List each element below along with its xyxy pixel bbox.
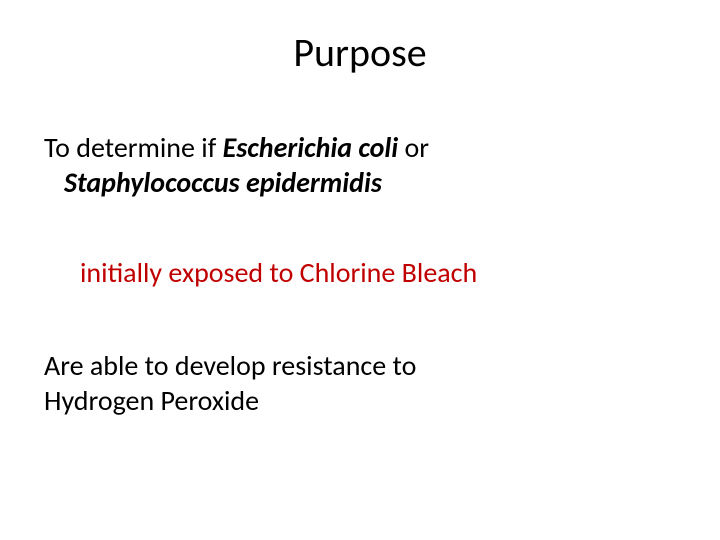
text-segment-highlight: initially exposed to Chlorine Bleach: [80, 255, 477, 290]
body-line-4: Are able to develop resistance to: [44, 348, 664, 383]
text-segment: Are able to develop resistance to: [44, 348, 416, 383]
text-segment: Hydrogen Peroxide: [44, 383, 259, 418]
body-line-5: Hydrogen Peroxide: [44, 383, 664, 418]
text-segment: To determine if: [44, 130, 223, 165]
slide-body: To determine if Escherichia coli or Stap…: [44, 130, 664, 418]
body-line-1: To determine if Escherichia coli or: [44, 130, 664, 165]
slide-title: Purpose: [0, 28, 720, 77]
text-segment-italic: Escherichia coli: [223, 130, 405, 165]
text-segment-italic: Staphylococcus epidermidis: [64, 165, 382, 200]
body-line-2: Staphylococcus epidermidis: [44, 165, 664, 200]
body-line-3: initially exposed to Chlorine Bleach: [44, 255, 664, 290]
slide: Purpose To determine if Escherichia coli…: [0, 0, 720, 540]
text-segment: or: [404, 130, 429, 165]
